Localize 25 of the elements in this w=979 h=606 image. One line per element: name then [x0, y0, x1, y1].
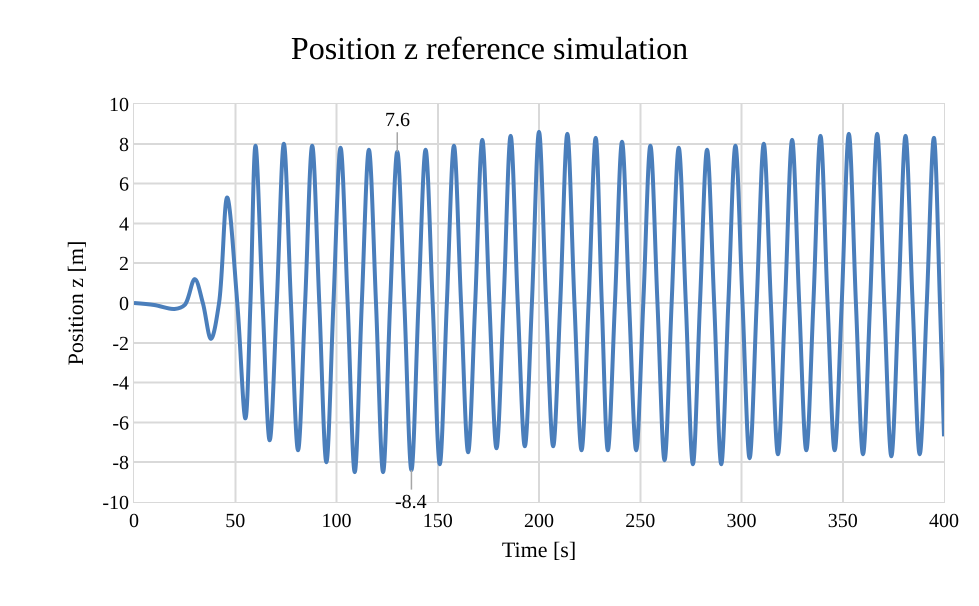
y-tick-label: -4	[112, 372, 129, 395]
y-tick-label: -6	[112, 412, 129, 434]
annotation: 7.6	[385, 109, 410, 131]
annotation: -8.4	[395, 491, 427, 513]
y-axis-title: Position z [m]	[63, 240, 88, 366]
line-series	[134, 130, 944, 474]
x-tick-label: 50	[225, 510, 246, 532]
y-tick-label: 8	[119, 134, 129, 156]
x-tick-label: 200	[524, 510, 554, 532]
y-tick-label: 0	[119, 293, 129, 315]
chart-title: Position z reference simulation	[290, 30, 688, 66]
y-tick-label: 10	[109, 94, 129, 116]
x-tick-label: 400	[929, 510, 959, 532]
y-tick-label: 4	[119, 213, 129, 236]
x-tick-label: 250	[625, 510, 656, 532]
y-tick-label: 6	[119, 174, 129, 196]
y-tick-label: -8	[112, 452, 129, 474]
x-tick-label: 350	[828, 510, 858, 532]
y-tick-label: 2	[119, 253, 129, 276]
y-tick-label: -10	[102, 492, 129, 514]
y-tick-label: -2	[112, 332, 129, 355]
x-tick-label: 300	[726, 510, 756, 532]
x-tick-label: 150	[422, 510, 453, 532]
x-axis-title: Time [s]	[502, 536, 576, 562]
x-tick-label: 100	[322, 510, 352, 532]
